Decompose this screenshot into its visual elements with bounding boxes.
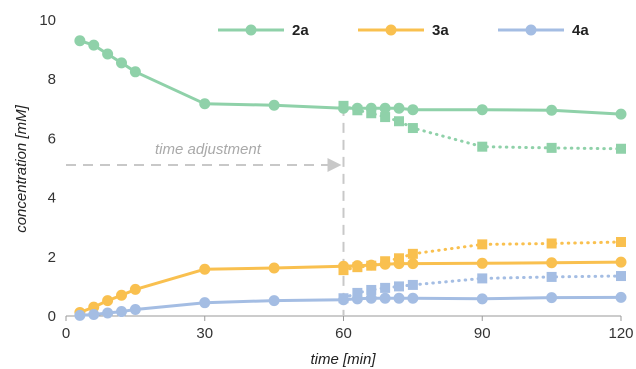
legend: 2a 3a 4a xyxy=(218,22,589,39)
data-point-square xyxy=(616,143,626,154)
data-point-circle xyxy=(74,309,86,321)
x-tick-label: 60 xyxy=(335,325,352,342)
legend-marker xyxy=(525,24,537,36)
data-point-circle xyxy=(476,257,488,269)
data-point-circle xyxy=(379,102,391,114)
axes: 0 30 60 90 120 0 2 4 6 8 10 xyxy=(39,12,633,342)
data-point-square xyxy=(338,100,349,111)
data-point-circle xyxy=(476,293,488,305)
series-line xyxy=(78,39,623,116)
data-point-circle xyxy=(546,292,558,304)
x-axis-label: time [min] xyxy=(310,351,376,368)
data-point-circle xyxy=(116,57,127,69)
data-point-circle xyxy=(268,262,280,274)
y-tick-label: 0 xyxy=(48,308,56,325)
data-point-circle xyxy=(379,292,391,304)
legend-item-3a: 3a xyxy=(358,22,449,39)
data-point-square xyxy=(366,108,377,119)
data-point-circle xyxy=(129,283,141,295)
y-tick-label: 10 xyxy=(39,12,56,29)
data-point-circle xyxy=(199,98,211,110)
data-point-square xyxy=(407,123,418,134)
x-tick-label: 120 xyxy=(608,325,633,342)
x-tick-label: 90 xyxy=(474,325,491,342)
y-tick-label: 4 xyxy=(48,190,56,207)
time-adjustment-annotation: time adjustment xyxy=(66,105,345,316)
y-axis-label: concentration [mM] xyxy=(13,104,30,232)
data-point-circle xyxy=(116,289,127,301)
data-point-square xyxy=(380,256,391,267)
data-point-circle xyxy=(129,303,141,315)
x-tick-label: 30 xyxy=(196,325,213,342)
legend-label: 2a xyxy=(292,22,309,39)
series-line xyxy=(78,295,623,317)
data-point-circle xyxy=(268,295,280,307)
y-tick-label: 8 xyxy=(48,71,56,88)
legend-item-2a: 2a xyxy=(218,22,309,39)
data-point-square xyxy=(380,282,391,293)
data-point-circle xyxy=(615,108,627,120)
legend-label: 3a xyxy=(432,22,449,39)
data-point-square xyxy=(477,141,488,152)
series-4a xyxy=(74,291,627,321)
series-line xyxy=(78,260,623,314)
data-point-circle xyxy=(129,66,141,78)
data-point-circle xyxy=(407,104,419,116)
data-point-circle xyxy=(546,257,558,269)
legend-marker xyxy=(245,24,257,36)
data-point-circle xyxy=(407,292,419,304)
data-point-square xyxy=(616,237,626,247)
data-point-square xyxy=(366,260,377,271)
legend-label: 4a xyxy=(572,22,589,39)
data-point-square xyxy=(338,293,349,304)
data-point-circle xyxy=(476,104,488,116)
data-point-square xyxy=(477,239,488,250)
data-point-circle xyxy=(268,99,280,111)
data-point-circle xyxy=(615,256,627,268)
data-point-square xyxy=(366,284,377,295)
data-point-square xyxy=(546,238,557,249)
annotation-text: time adjustment xyxy=(155,141,262,158)
data-point-circle xyxy=(116,306,127,318)
annotation-arrowhead xyxy=(327,158,342,173)
data-point-square xyxy=(477,273,488,284)
data-point-square xyxy=(546,271,557,282)
data-point-circle xyxy=(199,263,211,275)
y-tick-label: 2 xyxy=(48,249,56,266)
data-point-circle xyxy=(393,292,405,304)
series-square-3 xyxy=(338,100,626,154)
data-point-square xyxy=(616,271,626,282)
data-point-square xyxy=(352,262,363,273)
data-point-circle xyxy=(199,297,211,309)
data-point-circle xyxy=(102,48,114,60)
data-point-circle xyxy=(365,292,377,304)
data-point-circle xyxy=(88,309,100,321)
legend-item-4a: 4a xyxy=(498,22,589,39)
x-tick-label: 0 xyxy=(62,325,70,342)
data-point-square xyxy=(394,281,404,292)
data-point-square xyxy=(407,279,418,290)
data-point-square xyxy=(352,105,363,116)
data-point-square xyxy=(546,142,557,153)
data-point-square xyxy=(407,248,418,259)
data-point-circle xyxy=(102,295,114,307)
data-point-square xyxy=(352,287,363,298)
data-point-square xyxy=(394,253,404,264)
data-point-circle xyxy=(74,35,86,47)
data-point-circle xyxy=(546,104,558,116)
series-square-4 xyxy=(338,237,626,276)
data-point-circle xyxy=(88,39,100,51)
data-point-circle xyxy=(102,307,114,319)
data-point-square xyxy=(394,116,404,127)
y-tick-label: 6 xyxy=(48,130,56,147)
data-point-square xyxy=(338,265,349,276)
data-point-circle xyxy=(407,258,419,270)
series-square-5 xyxy=(338,271,626,304)
data-point-circle xyxy=(393,102,405,114)
data-point-square xyxy=(380,112,391,123)
legend-marker xyxy=(385,24,397,36)
series-layer xyxy=(74,35,627,321)
data-point-circle xyxy=(615,291,627,303)
